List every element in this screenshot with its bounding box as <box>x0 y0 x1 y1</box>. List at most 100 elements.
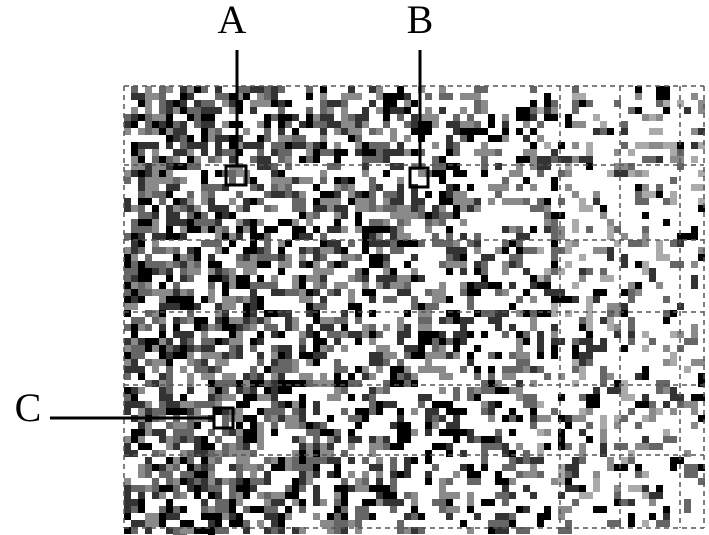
spot <box>278 86 285 93</box>
spot <box>292 436 299 443</box>
spot <box>166 142 173 149</box>
spot <box>600 443 607 457</box>
spot <box>411 100 418 107</box>
spot <box>222 121 229 128</box>
spot <box>313 310 320 324</box>
spot <box>649 513 656 520</box>
spot <box>516 198 523 205</box>
spot <box>397 93 404 100</box>
spot <box>446 163 453 170</box>
spot <box>152 268 159 275</box>
spot <box>187 387 194 394</box>
spot <box>425 338 432 345</box>
spot <box>411 527 418 534</box>
spot <box>404 100 411 107</box>
spot <box>383 436 390 443</box>
spot <box>453 352 460 359</box>
spot <box>201 212 208 219</box>
spot <box>530 422 537 429</box>
spot <box>600 366 607 373</box>
spot <box>278 513 285 520</box>
spot <box>593 471 600 478</box>
spot <box>278 415 285 422</box>
spot <box>278 128 285 135</box>
spot <box>495 436 502 443</box>
spot <box>166 485 173 492</box>
spot <box>327 268 334 275</box>
spot <box>600 422 607 429</box>
spot <box>278 247 285 254</box>
spot <box>467 478 481 485</box>
spot <box>530 457 544 464</box>
spot <box>362 394 369 401</box>
spot <box>229 429 236 436</box>
spot <box>677 142 684 149</box>
spot <box>558 156 572 163</box>
spot <box>551 296 565 303</box>
spot <box>292 142 299 149</box>
spot <box>180 296 187 310</box>
spot <box>236 457 243 464</box>
spot <box>397 380 404 387</box>
spot <box>173 443 180 450</box>
spot <box>187 422 194 429</box>
spot <box>467 429 474 443</box>
spot <box>292 177 299 184</box>
spot <box>362 485 369 492</box>
spot <box>698 394 705 401</box>
spot <box>355 128 362 135</box>
spot <box>404 107 411 114</box>
spot <box>278 254 285 261</box>
spot <box>292 114 299 121</box>
spot <box>376 86 383 93</box>
spot <box>152 261 166 268</box>
spot <box>516 296 523 303</box>
spot <box>495 289 502 296</box>
spot <box>320 275 327 282</box>
spot <box>544 429 551 436</box>
spot <box>334 527 341 534</box>
spot <box>194 268 201 275</box>
spot <box>446 492 453 499</box>
spot <box>152 205 159 212</box>
spot <box>404 331 411 338</box>
spot <box>649 142 663 149</box>
spot <box>348 240 355 247</box>
spot <box>145 254 152 268</box>
spot <box>306 275 320 282</box>
spot <box>404 233 411 240</box>
spot <box>194 247 201 254</box>
spot <box>166 170 173 177</box>
spot <box>194 471 201 478</box>
spot <box>516 471 523 478</box>
spot <box>439 429 446 436</box>
spot <box>285 366 292 373</box>
spot <box>166 394 173 408</box>
spot <box>159 506 166 513</box>
spot <box>551 247 558 261</box>
spot <box>215 520 222 527</box>
spot <box>383 443 390 450</box>
spot <box>362 275 369 282</box>
spot <box>208 261 222 268</box>
spot <box>544 226 551 233</box>
spot <box>390 282 404 289</box>
spot <box>488 135 502 142</box>
spot <box>138 373 145 380</box>
spot <box>698 247 705 254</box>
spot <box>390 212 404 219</box>
spot <box>180 408 187 415</box>
spot <box>131 345 145 352</box>
spot <box>628 513 635 527</box>
spot <box>215 205 222 212</box>
spot <box>348 86 355 93</box>
spot <box>474 387 481 394</box>
spot <box>376 499 383 506</box>
spot <box>348 254 355 261</box>
spot <box>173 513 180 520</box>
spot <box>460 93 467 100</box>
spot <box>698 142 705 149</box>
spot <box>614 464 628 471</box>
spot <box>446 401 453 408</box>
spot <box>306 457 313 464</box>
